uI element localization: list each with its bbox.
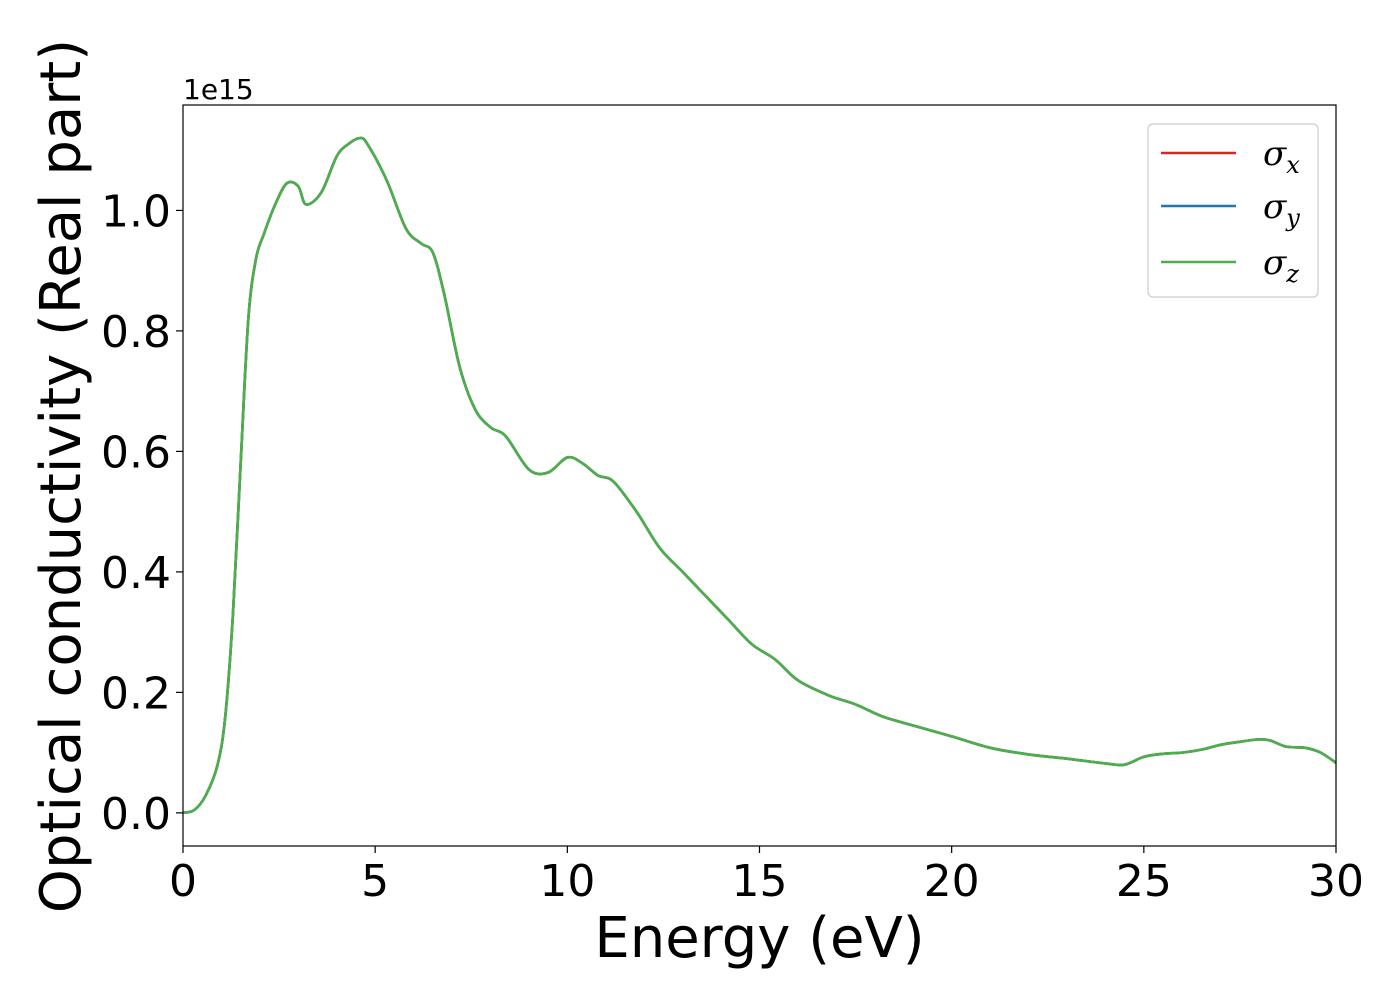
x-tick-label: 20 — [924, 856, 980, 907]
x-tick-label: 5 — [361, 856, 389, 907]
y-tick-label: 0.4 — [101, 548, 171, 599]
y-tick-label: 0.6 — [101, 427, 171, 478]
y-tick-label: 0.2 — [101, 668, 171, 719]
y-tick-label: 0.8 — [101, 307, 171, 358]
y-tick-label: 0.0 — [101, 789, 171, 840]
y-offset-label: 1e15 — [183, 73, 254, 106]
y-axis: 0.0 0.2 0.4 0.6 0.8 1.0 — [101, 186, 183, 840]
x-tick-label: 0 — [169, 856, 197, 907]
x-axis-label: Energy (eV) — [594, 906, 924, 971]
y-axis-label: Optical conductivity (Real part) — [29, 39, 94, 913]
series-layer — [183, 136, 1336, 815]
series-line-z — [183, 136, 1336, 815]
legend-box — [1147, 123, 1319, 298]
legend-label-y: σy — [1263, 187, 1300, 232]
legend: σx σy σz — [1147, 123, 1319, 298]
x-tick-label: 25 — [1116, 856, 1172, 907]
x-axis: 0 5 10 15 20 25 30 — [169, 846, 1364, 907]
plot-area — [183, 136, 1336, 815]
y-tick-label: 1.0 — [101, 186, 171, 237]
x-tick-label: 30 — [1308, 856, 1364, 907]
x-tick-label: 15 — [732, 856, 788, 907]
x-tick-label: 10 — [539, 856, 595, 907]
legend-label-z: σz — [1263, 243, 1299, 288]
legend-label-x: σx — [1263, 134, 1300, 179]
